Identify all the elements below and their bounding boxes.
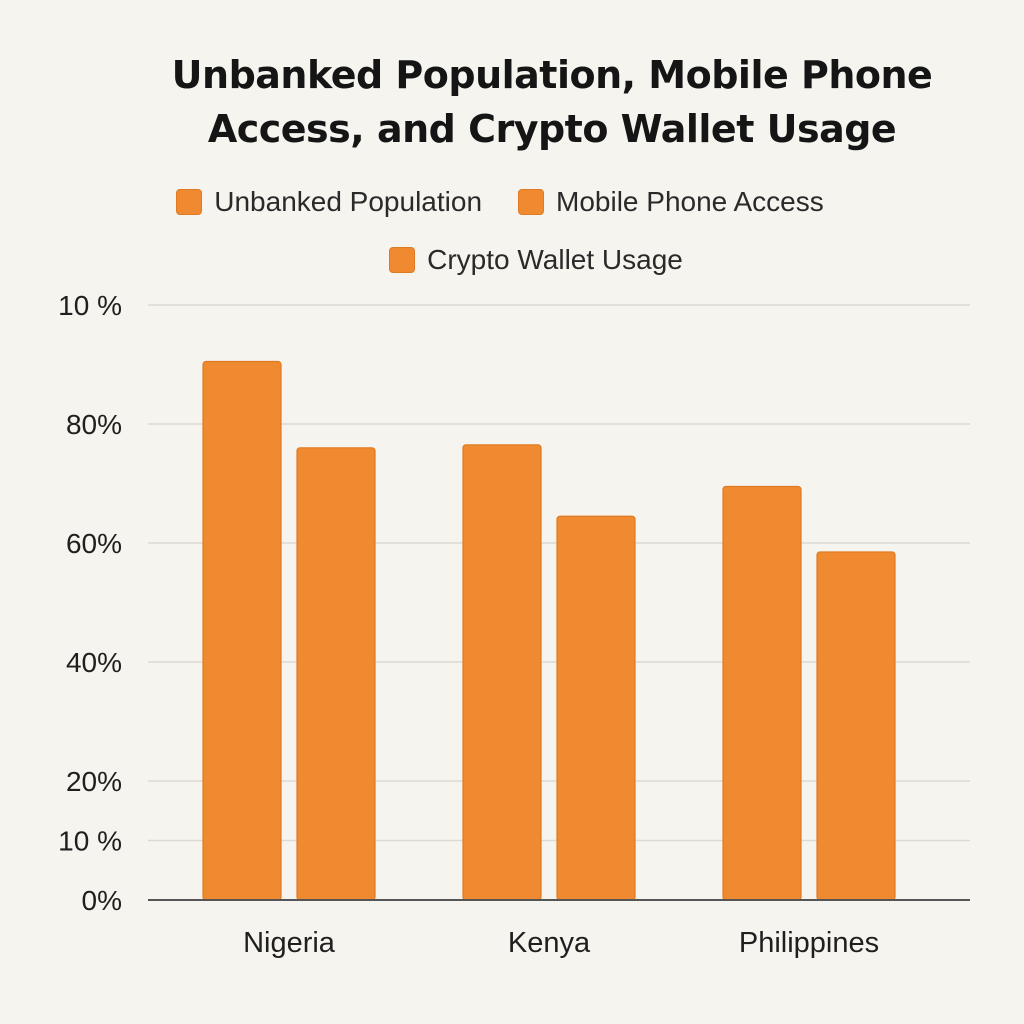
x-axis-ticks: Nigeria Kenya Philippines xyxy=(243,927,879,959)
legend-label: Unbanked Population xyxy=(214,186,483,217)
legend-swatch xyxy=(518,189,545,215)
chart-title-line-2: Access, and Crypto Wallet Usage xyxy=(207,107,897,151)
legend-item-crypto[interactable]: Crypto Wallet Usage xyxy=(389,244,683,276)
y-tick-label: 40% xyxy=(66,647,122,678)
legend-item-mobile[interactable]: Mobile Phone Access xyxy=(518,186,824,218)
y-tick-label: 10 % xyxy=(58,826,122,857)
bar-philippines-2[interactable] xyxy=(816,551,896,901)
y-tick-label: 10 % xyxy=(58,290,122,321)
bar-kenya-2[interactable] xyxy=(556,515,636,901)
legend-row-2: Crypto Wallet Usage xyxy=(0,244,1024,276)
bar-nigeria-1[interactable] xyxy=(202,360,282,901)
chart-title: Unbanked Population, Mobile Phone Access… xyxy=(0,48,1024,156)
x-tick-label: Kenya xyxy=(508,927,591,959)
bars xyxy=(202,360,896,901)
legend: Unbanked Population Mobile Phone Access xyxy=(0,186,1000,218)
x-tick-label: Philippines xyxy=(739,927,879,959)
y-tick-label: 20% xyxy=(66,766,122,797)
y-tick-label: 0% xyxy=(82,885,122,916)
legend-swatch xyxy=(389,247,416,273)
legend-label: Mobile Phone Access xyxy=(556,186,824,217)
bar-nigeria-2[interactable] xyxy=(296,447,376,901)
bar-philippines-1[interactable] xyxy=(722,485,802,901)
chart-title-line-1: Unbanked Population, Mobile Phone xyxy=(171,53,933,97)
legend-item-unbanked[interactable]: Unbanked Population xyxy=(176,186,482,218)
legend-label: Crypto Wallet Usage xyxy=(427,244,683,275)
legend-swatch xyxy=(176,189,203,215)
y-axis-ticks: 10 % 80% 60% 40% 20% 10 % 0% xyxy=(58,290,122,916)
y-tick-label: 80% xyxy=(66,409,122,440)
y-tick-label: 60% xyxy=(66,528,122,559)
bar-kenya-1[interactable] xyxy=(462,444,542,901)
x-tick-label: Nigeria xyxy=(243,927,336,959)
